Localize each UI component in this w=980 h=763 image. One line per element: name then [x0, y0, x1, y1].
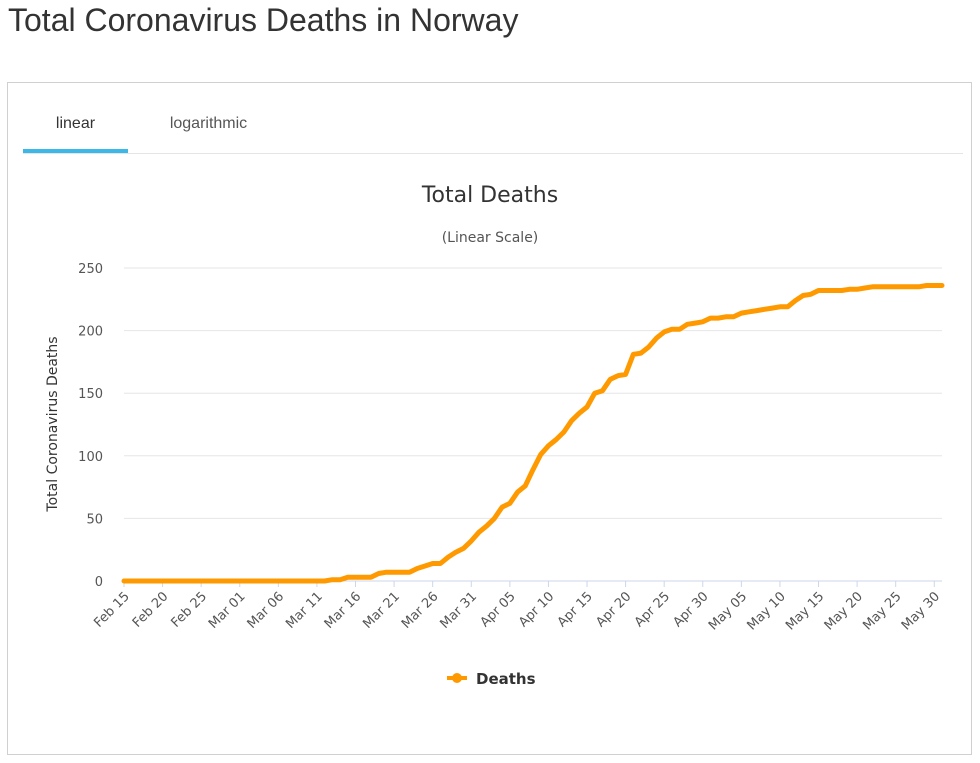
x-tick-label: Mar 31: [438, 589, 481, 632]
legend-marker: [452, 673, 462, 683]
x-tick-label: Feb 15: [91, 589, 133, 631]
x-tick-label: Apr 15: [555, 589, 596, 630]
x-tick-label: Feb 25: [168, 589, 210, 631]
x-tick-label: Mar 11: [283, 589, 326, 632]
legend[interactable]: Deaths: [447, 670, 536, 688]
x-tick-label: May 15: [783, 589, 827, 633]
x-tick-label: Mar 16: [322, 589, 365, 632]
tab-logarithmic[interactable]: logarithmic: [169, 115, 248, 132]
x-tick-label: May 20: [822, 589, 866, 633]
chart-panel: linear logarithmic: [7, 82, 972, 755]
legend-label-deaths[interactable]: Deaths: [476, 670, 536, 688]
y-tick-label: 0: [95, 575, 103, 590]
x-tick-label: Apr 20: [593, 589, 634, 630]
series-line-deaths[interactable]: [121, 283, 945, 584]
x-tick-label: May 10: [745, 589, 789, 633]
x-tick-label: Apr 05: [478, 589, 519, 630]
y-tick-label: 50: [86, 512, 103, 527]
x-tick-label: Apr 10: [516, 589, 557, 630]
chart-title: Total Deaths: [421, 183, 558, 208]
y-tick-label: 250: [78, 262, 103, 277]
x-tick-label: May 05: [706, 589, 750, 633]
x-tick-label: Mar 06: [245, 589, 288, 632]
y-tick-label: 200: [78, 325, 103, 340]
y-tick-label: 150: [78, 387, 103, 402]
y-tick-label: 100: [78, 450, 103, 465]
x-tick-label: Feb 20: [130, 589, 172, 631]
x-tick-label: Mar 26: [399, 589, 442, 632]
x-tick-label: Apr 25: [632, 589, 673, 630]
x-tick-label: Mar 21: [360, 589, 403, 632]
x-tick-label: Mar 01: [206, 589, 249, 632]
scale-tabs: linear logarithmic: [23, 103, 963, 154]
y-axis-title: Total Coronavirus Deaths: [45, 336, 61, 512]
x-tick-label: May 25: [860, 589, 904, 633]
x-tick-label: May 30: [899, 589, 943, 633]
page-title: Total Coronavirus Deaths in Norway: [8, 2, 519, 38]
x-tick-label: Apr 30: [670, 589, 711, 630]
tab-linear[interactable]: linear: [23, 103, 128, 153]
chart-subtitle: (Linear Scale): [442, 230, 539, 246]
